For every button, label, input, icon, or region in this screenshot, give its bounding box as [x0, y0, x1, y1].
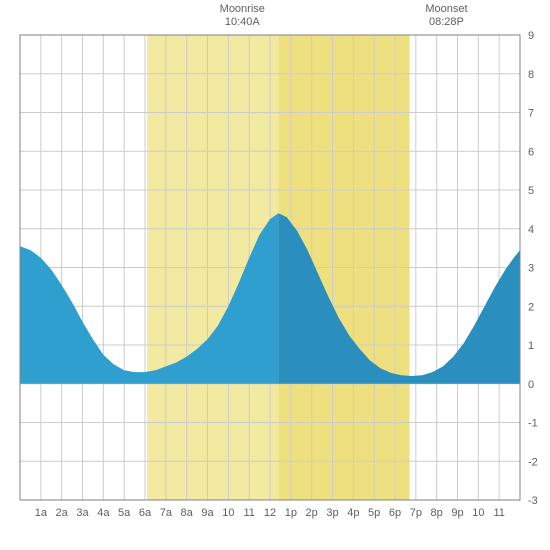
x-tick-label: 3p [326, 507, 338, 519]
x-tick-label: 8a [181, 507, 194, 519]
y-tick-label: -2 [528, 456, 538, 468]
x-tick-label: 1p [285, 507, 297, 519]
y-tick-label: 1 [528, 340, 534, 352]
moonset-label: Moonset [416, 3, 476, 16]
x-tick-label: 7a [160, 507, 173, 519]
x-tick-label: 5a [118, 507, 131, 519]
moonrise-time: 10:40A [212, 16, 272, 29]
x-tick-label: 11 [493, 507, 504, 519]
x-tick-label: 6p [389, 507, 401, 519]
x-tick-label: 11 [243, 507, 254, 519]
y-tick-label: 5 [528, 185, 534, 197]
x-tick-label: 4p [347, 507, 359, 519]
y-tick-label: 4 [528, 224, 534, 236]
chart-svg: 1a2a3a4a5a6a7a8a9a1011121p2p3p4p5p6p7p8p… [0, 0, 550, 550]
x-tick-label: 2p [306, 507, 318, 519]
x-tick-label: 4a [97, 507, 110, 519]
x-tick-label: 7p [410, 507, 422, 519]
x-tick-label: 6a [139, 507, 152, 519]
x-tick-label: 8p [431, 507, 443, 519]
moonset-annotation: Moonset 08:28P [416, 3, 476, 29]
x-tick-label: 2a [56, 507, 69, 519]
tide-chart: Moonrise 10:40A Moonset 08:28P 1a 2a 3a 4a 5… [0, 0, 550, 550]
y-tick-label: -1 [528, 418, 538, 430]
x-tick-label: 10 [222, 507, 234, 519]
x-tick-label: 5p [368, 507, 380, 519]
y-tick-label: 0 [528, 379, 534, 391]
y-tick-label: -3 [528, 495, 538, 507]
y-tick-label: 2 [528, 301, 534, 313]
moonrise-label: Moonrise [212, 3, 272, 16]
y-tick-label: 9 [528, 30, 534, 42]
x-tick-label: 3a [76, 507, 89, 519]
x-tick-label: 1a [35, 507, 48, 519]
y-tick-label: 8 [528, 69, 534, 81]
x-tick-label: 9p [451, 507, 463, 519]
y-tick-label: 6 [528, 146, 534, 158]
y-tick-label: 3 [528, 263, 534, 275]
y-tick-label: 7 [528, 108, 534, 120]
moonset-time: 08:28P [416, 16, 476, 29]
x-tick-label: 12 [264, 507, 276, 519]
x-tick-label: 10 [472, 507, 484, 519]
x-tick-label: 9a [201, 507, 214, 519]
moonrise-annotation: Moonrise 10:40A [212, 3, 272, 29]
